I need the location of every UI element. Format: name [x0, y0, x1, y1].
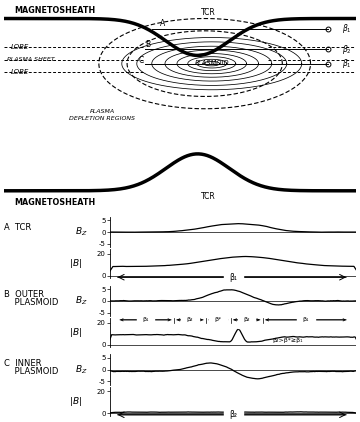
Text: TCR: TCR — [201, 192, 216, 201]
Text: $\beta_1$: $\beta_1$ — [342, 22, 352, 35]
Text: LOBE: LOBE — [11, 44, 29, 50]
Text: $\beta_1$: $\beta_1$ — [342, 57, 352, 70]
Text: $|B|$: $|B|$ — [69, 395, 82, 408]
Text: MAGNETOSHEATH: MAGNETOSHEATH — [14, 197, 95, 207]
Text: β₁: β₁ — [303, 317, 309, 322]
Text: PLASMA SHEET: PLASMA SHEET — [7, 57, 55, 62]
Text: $B_Z$: $B_Z$ — [75, 295, 87, 307]
Text: A  TCR: A TCR — [4, 223, 31, 233]
Text: β₂: β₂ — [187, 317, 193, 322]
Text: β₁: β₁ — [142, 317, 149, 322]
Text: β₂: β₂ — [243, 317, 250, 322]
Text: PLASMA
DEPLETION REGIONS: PLASMA DEPLETION REGIONS — [69, 109, 135, 121]
Text: PLASMOID: PLASMOID — [194, 60, 229, 65]
Text: B: B — [146, 40, 151, 49]
Text: PLASMOID: PLASMOID — [4, 298, 58, 308]
Text: PLASMOID: PLASMOID — [4, 367, 58, 376]
Text: $|B|$: $|B|$ — [69, 326, 82, 339]
Text: β*: β* — [215, 317, 222, 322]
Text: β₁: β₁ — [229, 273, 237, 282]
Text: $B_Z$: $B_Z$ — [75, 226, 87, 238]
Text: β₂>β*≥β₁: β₂>β*≥β₁ — [272, 338, 303, 343]
Text: B  OUTER: B OUTER — [4, 290, 44, 299]
Text: LOBE: LOBE — [11, 69, 29, 75]
Text: A: A — [160, 19, 165, 28]
Text: C  INNER: C INNER — [4, 359, 41, 368]
Text: $\beta_2$: $\beta_2$ — [342, 43, 352, 56]
Text: $B_Z$: $B_Z$ — [75, 363, 87, 376]
Text: β₂: β₂ — [229, 410, 237, 419]
Text: TCR: TCR — [201, 8, 216, 17]
Text: $|B|$: $|B|$ — [69, 257, 82, 270]
Text: MAGNETOSHEATH: MAGNETOSHEATH — [14, 6, 95, 15]
Text: C: C — [139, 56, 144, 65]
